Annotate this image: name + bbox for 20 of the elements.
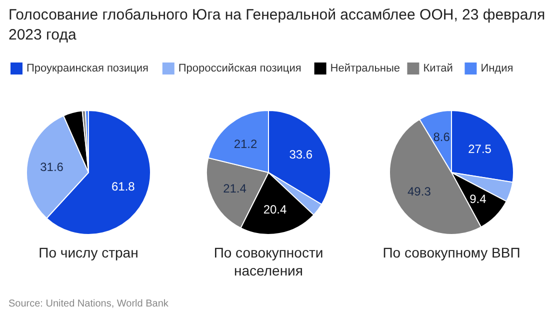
legend-label: Китай: [423, 62, 453, 74]
slice-label: По совокупности населения: [214, 244, 324, 278]
slice-label: По числу стран: [38, 244, 138, 260]
data-label: 49.3: [408, 184, 432, 198]
data-label: 61.8: [111, 179, 136, 194]
data-label: 33.6: [289, 148, 313, 162]
chart-title: Голосование глобального Юга на Генеральной ассамблее ООН, 23 февраля 2023 года: [8, 6, 546, 44]
data-label: 9.4: [470, 192, 487, 206]
data-label: 27.5: [468, 142, 492, 156]
data-label: 20.4: [263, 202, 288, 217]
legend-label: Проукраинская позиция: [26, 62, 149, 74]
legend-label: Нейтральные: [330, 62, 400, 74]
slice-label: По совокупному ВВП: [382, 244, 520, 260]
source-note: Source: United Nations, World Bank: [8, 298, 170, 310]
data-label: 31.6: [40, 160, 64, 174]
legend-label: Индия: [480, 62, 514, 74]
data-label: 21.4: [223, 182, 247, 196]
legend-label: Пророссийская позиция: [178, 62, 302, 74]
data-label: 8.6: [433, 130, 450, 144]
data-label: 21.2: [234, 136, 258, 151]
